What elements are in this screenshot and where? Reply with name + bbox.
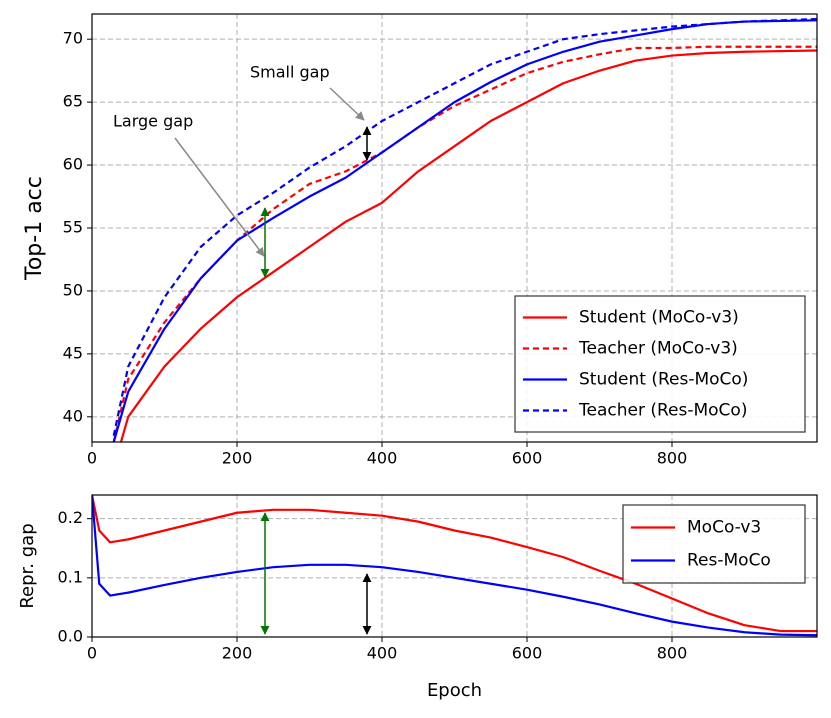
x-tick-label: 400 xyxy=(367,449,398,468)
legend-label: Res-MoCo xyxy=(687,551,771,571)
x-tick-label: 600 xyxy=(512,644,543,663)
x-tick-label: 800 xyxy=(657,449,688,468)
annotation: Small gap xyxy=(250,63,330,82)
legend-label: Teacher (Res-MoCo) xyxy=(578,401,747,421)
y-axis-label: Top-1 acc xyxy=(22,176,47,281)
axes-frame xyxy=(91,494,818,638)
x-tick-label: 0 xyxy=(87,644,97,663)
series-line xyxy=(119,49,817,442)
y-tick-label: 60 xyxy=(63,155,83,174)
series-line xyxy=(112,17,817,436)
x-tick-label: 200 xyxy=(222,449,253,468)
y-tick-label: 50 xyxy=(63,280,83,299)
x-tick-label: 400 xyxy=(367,644,398,663)
legend-box xyxy=(514,295,806,433)
annotation-arrow xyxy=(174,137,265,257)
x-tick-label: 600 xyxy=(512,449,543,468)
series-line xyxy=(112,19,817,442)
x-tick-label: 0 xyxy=(87,449,97,468)
legend-box xyxy=(622,504,806,584)
annotation: Large gap xyxy=(113,112,193,131)
plot-area xyxy=(112,17,817,442)
x-tick-label: 200 xyxy=(222,644,253,663)
x-tick-label: 800 xyxy=(657,644,688,663)
y-tick-label: 0.0 xyxy=(58,627,83,646)
y-axis-label: Repr. gap xyxy=(17,523,38,608)
y-tick-label: 70 xyxy=(63,29,83,48)
y-tick-label: 55 xyxy=(63,218,83,237)
plot-area xyxy=(92,495,817,637)
y-tick-label: 0.1 xyxy=(58,567,83,586)
series-line xyxy=(92,495,817,633)
series-line xyxy=(92,495,817,637)
series-line xyxy=(112,45,817,442)
annotation-arrow xyxy=(329,87,365,121)
y-tick-label: 0.2 xyxy=(58,508,83,527)
y-tick-label: 65 xyxy=(63,92,83,111)
x-axis-label: Epoch xyxy=(427,680,482,701)
axes-frame xyxy=(91,13,818,443)
y-tick-label: 40 xyxy=(63,406,83,425)
legend-label: Student (MoCo-v3) xyxy=(579,308,739,328)
y-tick-label: 45 xyxy=(63,343,83,362)
legend-label: Student (Res-MoCo) xyxy=(579,370,748,390)
legend-label: Teacher (MoCo-v3) xyxy=(578,339,738,359)
legend-label: MoCo-v3 xyxy=(687,518,761,538)
